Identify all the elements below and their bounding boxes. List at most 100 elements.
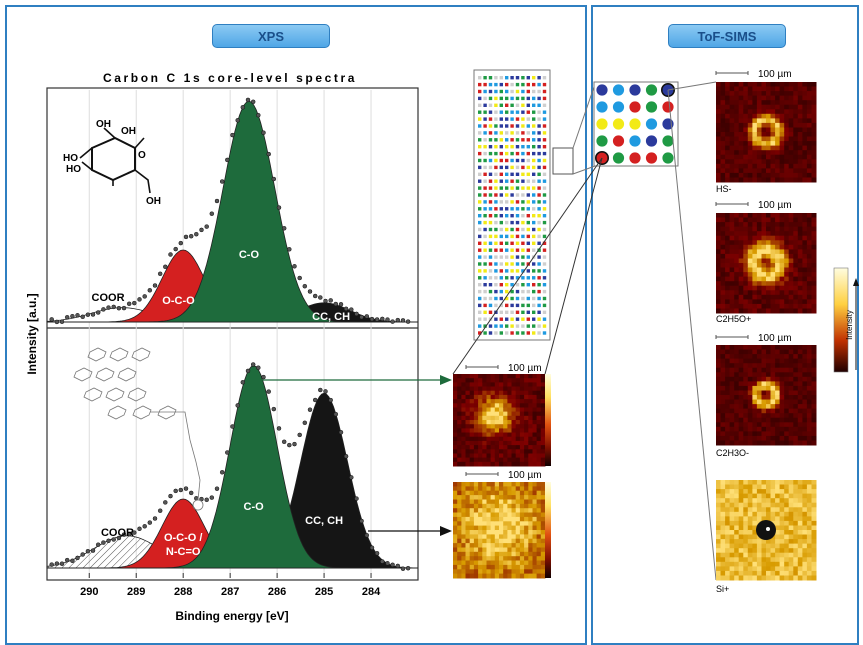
- array-spot: [537, 200, 541, 204]
- map-pixel: [747, 413, 753, 419]
- map-pixel: [770, 426, 776, 432]
- map-pixel: [524, 461, 529, 467]
- map-pixel: [747, 489, 753, 495]
- array-spot: [532, 193, 536, 197]
- map-pixel: [788, 172, 794, 178]
- map-pixel: [756, 235, 762, 241]
- map-pixel: [515, 403, 521, 408]
- map-pixel: [507, 415, 513, 421]
- map-pixel: [752, 132, 758, 137]
- map-pixel: [725, 267, 731, 273]
- map-pixel: [747, 358, 753, 364]
- map-pixel: [756, 163, 762, 169]
- array-spot: [505, 138, 509, 142]
- map-pixel: [756, 177, 762, 183]
- map-pixel: [761, 258, 767, 264]
- map-pixel: [788, 390, 794, 396]
- map-pixel: [515, 530, 521, 535]
- map-pixel: [515, 407, 521, 413]
- map-pixel: [743, 244, 749, 250]
- bottom-data-point: [338, 430, 344, 435]
- map-pixel: [752, 358, 758, 364]
- map-pixel: [806, 404, 812, 410]
- map-pixel: [503, 512, 508, 518]
- map-pixel: [461, 407, 467, 413]
- map-pixel: [503, 556, 508, 562]
- map-pixel: [752, 534, 758, 540]
- array-spot: [510, 207, 514, 211]
- map-pixel: [743, 489, 749, 495]
- map-pixel: [793, 100, 799, 106]
- map-pixel: [811, 561, 817, 567]
- map-pixel: [752, 516, 758, 522]
- map-pixel: [752, 422, 758, 428]
- map-pixel: [761, 222, 767, 228]
- map-pixel: [499, 453, 504, 459]
- map-pixel: [752, 349, 758, 355]
- map-pixel: [756, 440, 762, 446]
- array-spot: [494, 124, 498, 128]
- array-spot: [526, 276, 530, 280]
- map-pixel: [793, 520, 799, 526]
- map-pixel: [779, 489, 785, 495]
- array-spot: [526, 145, 530, 149]
- array-spot: [478, 248, 482, 252]
- map-pixel: [734, 376, 740, 382]
- map-pixel: [482, 530, 487, 535]
- bottom-data-point: [302, 420, 308, 426]
- map-pixel: [811, 285, 817, 291]
- map-pixel: [729, 258, 735, 264]
- map-pixel: [725, 122, 731, 128]
- map-pixel: [734, 118, 740, 124]
- map-pixel: [784, 404, 790, 410]
- map-pixel: [752, 570, 758, 576]
- map-pixel: [499, 560, 504, 566]
- array-spot: [542, 172, 547, 176]
- top-data-point: [163, 264, 168, 270]
- bottom-data-point: [312, 397, 318, 403]
- map-pixel: [720, 244, 726, 250]
- array-spot: [515, 207, 520, 211]
- map-pixel: [453, 512, 458, 518]
- map-pixel: [738, 520, 744, 526]
- map-pixel: [519, 440, 525, 446]
- map-pixel: [716, 520, 721, 526]
- bottom-data-point: [225, 450, 230, 455]
- top-data-point: [137, 297, 142, 302]
- map-pixel: [716, 267, 721, 273]
- map-pixel: [519, 499, 525, 505]
- ion-label-hs: HS-: [716, 184, 732, 194]
- map-pixel: [802, 520, 808, 526]
- map-pixel: [756, 104, 762, 110]
- array-spot: [521, 303, 525, 308]
- map-pixel: [469, 424, 475, 429]
- top-data-point: [106, 305, 111, 310]
- map-pixel: [536, 386, 542, 392]
- map-pixel: [756, 118, 762, 124]
- map-pixel: [507, 407, 513, 413]
- map-pixel: [770, 308, 776, 314]
- top-data-point: [101, 307, 106, 312]
- map-pixel: [779, 91, 785, 97]
- map-pixel: [503, 551, 508, 557]
- array-spot: [505, 227, 509, 232]
- map-pixel: [797, 299, 803, 305]
- map-pixel: [486, 457, 492, 463]
- array-spot: [494, 96, 498, 101]
- map-pixel: [784, 127, 790, 133]
- map-pixel: [793, 385, 799, 391]
- map-pixel: [756, 426, 762, 432]
- array-spot: [510, 317, 514, 321]
- top-data-point: [369, 316, 375, 322]
- map-pixel: [752, 235, 758, 241]
- map-pixel: [716, 118, 721, 124]
- map-pixel: [752, 177, 758, 183]
- map-pixel: [738, 390, 744, 396]
- array-spot: [537, 124, 541, 128]
- map-pixel: [802, 100, 808, 106]
- map-pixel: [761, 154, 767, 160]
- map-pixel: [725, 253, 731, 259]
- map-pixel: [752, 168, 758, 174]
- map-pixel: [797, 376, 803, 382]
- map-pixel: [743, 276, 749, 282]
